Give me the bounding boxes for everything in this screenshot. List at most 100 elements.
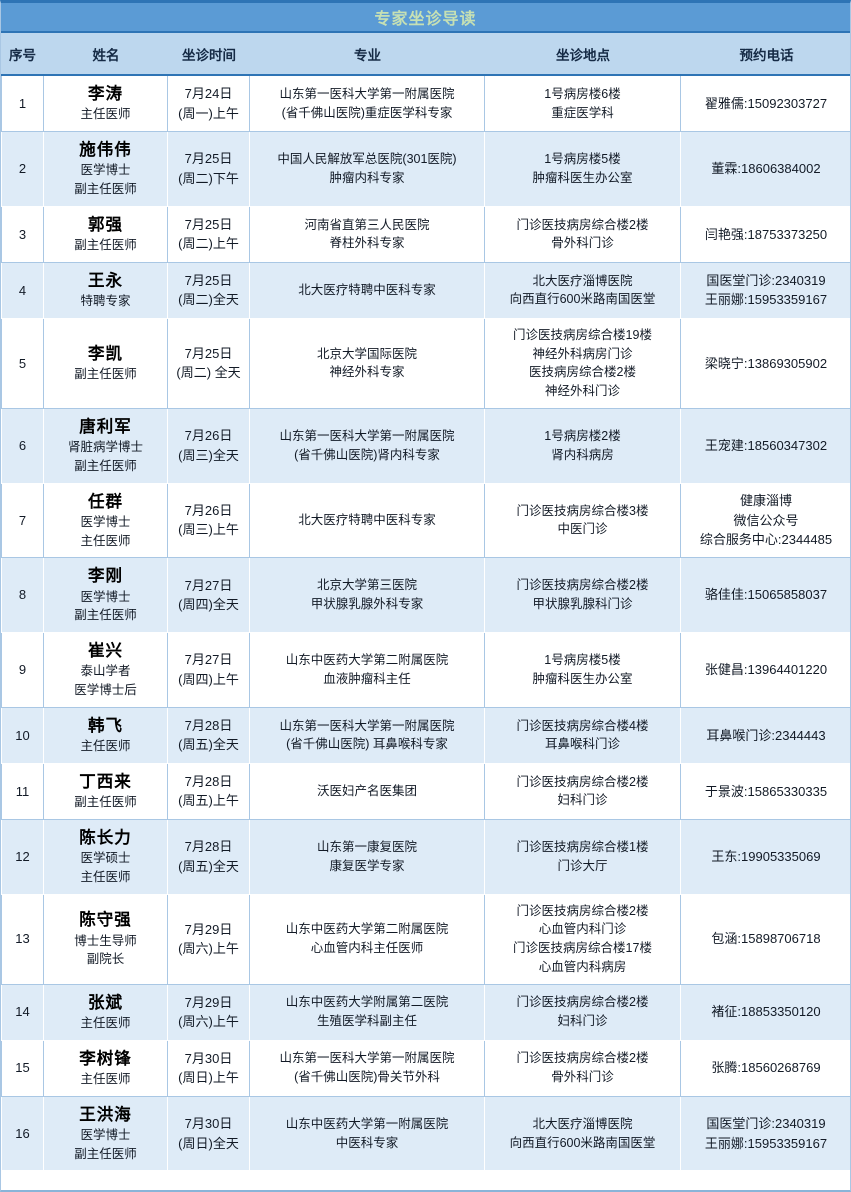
specialty-cell: 山东第一医科大学第一附属医院 (省千佛山医院)肾内科专家 [250, 408, 485, 484]
location-line: 门诊医技病房综合楼2楼 [516, 217, 649, 232]
visit-time-line: (周三)上午 [178, 522, 239, 538]
location-cell: 门诊医技病房综合楼2楼 妇科门诊 [485, 984, 681, 1041]
visit-time-cell: 7月30日 (周日)上午 [168, 1040, 250, 1097]
visit-time-line: (周四)上午 [178, 671, 239, 687]
row-number: 1 [1, 76, 44, 133]
row-number: 3 [1, 206, 44, 263]
phone-cell: 褚征:18853350120 [681, 985, 850, 1041]
specialty-line: 沃医妇产名医集团 [316, 784, 417, 799]
doctor-name: 丁西来 [79, 772, 132, 791]
doctor-name: 任群 [88, 492, 123, 511]
specialty-cell: 山东第一医科大学第一附属医院 (省千佛山医院)重症医学科专家 [250, 76, 485, 133]
doctor-title: 特聘专家 [80, 294, 131, 309]
doctor-name: 韩飞 [88, 716, 123, 735]
table-row: 1 李涛 主任医师 7月24日 (周一)上午 山东第一医科大学第一附属医院 (省千佛山医院)… [1, 76, 850, 133]
table-row: 9 崔兴 泰山学者 医学博士后 7月27日 (周四)上午 山东中医药大学第二附属医院 血液肿瘤… [1, 633, 850, 708]
phone-cell: 国医堂门诊:2340319 王丽娜:15953359167 [681, 263, 850, 319]
table-row: 2 施伟伟 医学博士 副主任医师 7月25日 (周二)下午 中国人民解放军总医院(301医院… [1, 132, 850, 207]
table-row: 6 唐利军 肾脏病学博士 副主任医师 7月26日 (周三)全天 山东第一医科大学第一附属医院… [1, 408, 850, 484]
doctor-name-cell: 陈守强 博士生导师 副院长 [44, 894, 168, 985]
visit-time-line: (周日)上午 [178, 1070, 239, 1086]
specialty-line: (省千佛山医院)肾内科专家 [294, 447, 440, 462]
visit-time-line: 7月27日 [184, 577, 233, 593]
doctor-name-cell: 王洪海 医学博士 副主任医师 [44, 1096, 168, 1172]
doctor-title: 副院长 [86, 952, 125, 967]
location-line: 心血管内科门诊 [538, 922, 627, 937]
phone-line: 王宠建:18560347302 [704, 437, 828, 453]
phone-line: 国医堂门诊:2340319 [706, 272, 826, 288]
location-line: 1号病房楼6楼 [544, 86, 621, 101]
location-cell: 1号病房楼6楼 重症医学科 [485, 76, 681, 133]
doctor-name-cell: 任群 医学博士 主任医师 [44, 483, 168, 559]
location-line: 肿瘤科医生办公室 [532, 170, 633, 185]
doctor-name: 李涛 [88, 85, 123, 103]
expert-schedule-table: 序号 姓名 坐诊时间 专业 坐诊地点 预约电话 1 李涛 主任医师 7月24日 (周一)… [1, 33, 850, 1172]
table-row: 15 李树锋 主任医师 7月30日 (周日)上午 山东第一医科大学第一附属医院 (省千佛山医… [1, 1040, 850, 1097]
doctor-title: 副主任医师 [74, 238, 137, 253]
specialty-line: 山东中医药大学第二附属医院 [285, 922, 449, 937]
location-line: 1号病房楼5楼 [544, 653, 621, 668]
row-number: 13 [1, 894, 44, 985]
visit-time-cell: 7月25日 (周二)全天 [168, 262, 250, 319]
specialty-line: 山东第一医科大学第一附属医院 [279, 428, 455, 443]
doctor-title: 主任医师 [80, 1071, 131, 1086]
phone-line: 王东:19905335069 [711, 849, 821, 865]
doctor-name-cell: 李涛 主任医师 [44, 76, 168, 133]
phone-cell: 张健昌:13964401220 [681, 633, 850, 708]
doctor-title: 副主任医师 [74, 795, 137, 810]
location-cell: 北大医疗淄博医院 向西直行600米路南国医堂 [485, 262, 681, 319]
table-row: 13 陈守强 博士生导师 副院长 7月29日 (周六)上午 山东中医药大学第二附属医院 心血管… [1, 894, 850, 985]
specialty-line: 生殖医学科副主任 [316, 1014, 417, 1029]
visit-time-line: 7月26日 [184, 428, 233, 444]
specialty-line: 脊柱外科专家 [329, 236, 405, 251]
location-line: 门诊大厅 [557, 858, 608, 873]
doctor-title: 主任医师 [80, 533, 131, 548]
doctor-title: 主任医师 [80, 869, 131, 884]
phone-line: 翟雅儒:15092303727 [704, 95, 828, 111]
specialty-line: 北京大学国际医院 [316, 346, 417, 361]
phone-cell: 董霖:18606384002 [681, 132, 850, 207]
location-line: 北大医疗淄博医院 [532, 273, 633, 288]
location-line: 中医门诊 [557, 522, 608, 537]
visit-time-line: 7月25日 [184, 272, 233, 288]
phone-line: 张腾:18560268769 [711, 1060, 821, 1076]
specialty-cell: 河南省直第三人民医院 脊柱外科专家 [250, 206, 485, 263]
phone-cell: 王宠建:18560347302 [681, 409, 850, 484]
doctor-name: 郭强 [88, 215, 123, 234]
doctor-title: 副主任医师 [74, 367, 137, 382]
specialty-line: 血液肿瘤科主任 [323, 671, 411, 686]
visit-time-cell: 7月25日 (周二)下午 [168, 132, 250, 207]
table-row: 14 张斌 主任医师 7月29日 (周六)上午 山东中医药大学附属第二医院 生殖医学科副主任… [1, 984, 850, 1041]
doctor-name-cell: 唐利军 肾脏病学博士 副主任医师 [44, 408, 168, 484]
row-number: 10 [1, 707, 44, 764]
visit-time-line: (周五)全天 [178, 737, 239, 753]
table-row: 5 李凯 副主任医师 7月25日 (周二) 全天 北京大学国际医院 神经外科专家 门诊医技病房… [1, 318, 850, 409]
doctor-title: 副主任医师 [74, 182, 137, 197]
doctor-title: 医学硕士 [80, 851, 131, 866]
row-number: 5 [1, 318, 44, 409]
col-header-name: 姓名 [44, 33, 168, 76]
location-cell: 门诊医技病房综合楼2楼 妇科门诊 [485, 763, 681, 820]
doctor-name-cell: 丁西来 副主任医师 [44, 763, 168, 820]
visit-time-line: (周四)全天 [178, 597, 239, 613]
col-header-no: 序号 [1, 33, 44, 76]
location-cell: 北大医疗淄博医院向西直行600米路南国医堂 [485, 1096, 681, 1172]
visit-time-cell: 7月26日 (周三)上午 [168, 483, 250, 559]
doctor-title: 医学博士 [80, 163, 131, 178]
specialty-line: 河南省直第三人民医院 [304, 217, 430, 232]
visit-time-line: (周六)上午 [178, 941, 239, 957]
specialty-cell: 北大医疗特聘中医科专家 [250, 262, 485, 319]
doctor-title: 主任医师 [80, 107, 131, 122]
visit-time-line: 7月28日 [184, 717, 233, 733]
visit-time-line: 7月28日 [184, 773, 233, 789]
page-title: 专家坐诊导读 [374, 11, 477, 28]
phone-cell: 国医堂门诊:2340319 王丽娜:15953359167 [681, 1097, 850, 1172]
doctor-name-cell: 李凯 副主任医师 [44, 318, 168, 409]
table-row: 11 丁西来 副主任医师 7月28日 (周五)上午 沃医妇产名医集团 门诊医技病房综合楼2楼… [1, 763, 850, 820]
location-line: 北大医疗淄博医院 [532, 1116, 633, 1131]
row-number: 11 [1, 763, 44, 820]
phone-line: 王丽娜:15953359167 [704, 1135, 828, 1151]
visit-time-cell: 7月26日 (周三)全天 [168, 408, 250, 484]
location-line: 向西直行600米路南国医堂 [509, 1135, 656, 1150]
visit-time-cell: 7月30日 (周日)全天 [168, 1096, 250, 1172]
